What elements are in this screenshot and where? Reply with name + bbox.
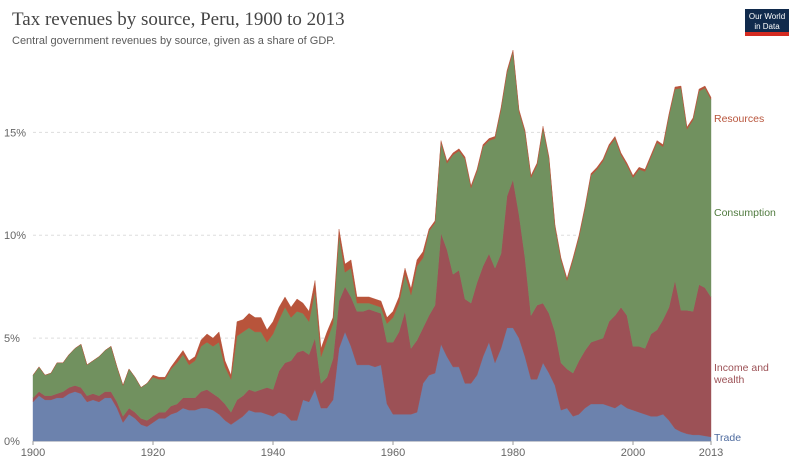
series-labels: Resources Consumption Income and wealth … (713, 113, 776, 444)
y-tick-label: 10% (4, 230, 26, 242)
logo-line-2: in Data (754, 22, 780, 31)
area-resources[interactable] (32, 49, 712, 388)
x-tick-label: 1960 (381, 447, 405, 459)
owid-logo[interactable]: Our World in Data (745, 9, 789, 36)
label-income-line-2[interactable]: wealth (713, 374, 745, 386)
chart-title: Tax revenues by source, Peru, 1900 to 20… (12, 9, 345, 30)
x-axis-ticks: 1900 1920 1940 1960 1980 2000 2013 (21, 441, 723, 459)
y-axis-ticks: 0% 5% 10% 15% (4, 127, 26, 448)
x-tick-label: 1980 (501, 447, 525, 459)
logo-line-1: Our World (748, 12, 786, 21)
x-tick-label: 1940 (261, 447, 285, 459)
area-series (32, 49, 712, 442)
y-tick-label: 5% (4, 333, 20, 345)
y-tick-label: 0% (4, 436, 20, 448)
label-resources[interactable]: Resources (714, 113, 764, 125)
x-tick-label: 1900 (21, 447, 45, 459)
x-tick-label: 2000 (621, 447, 645, 459)
chart-subtitle: Central government revenues by source, g… (12, 35, 336, 47)
label-consumption[interactable]: Consumption (714, 207, 776, 219)
y-tick-label: 15% (4, 127, 26, 139)
label-trade[interactable]: Trade (714, 432, 741, 444)
label-income-line-1[interactable]: Income and (714, 362, 769, 374)
x-tick-label: 1920 (141, 447, 165, 459)
x-tick-label: 2013 (699, 447, 723, 459)
